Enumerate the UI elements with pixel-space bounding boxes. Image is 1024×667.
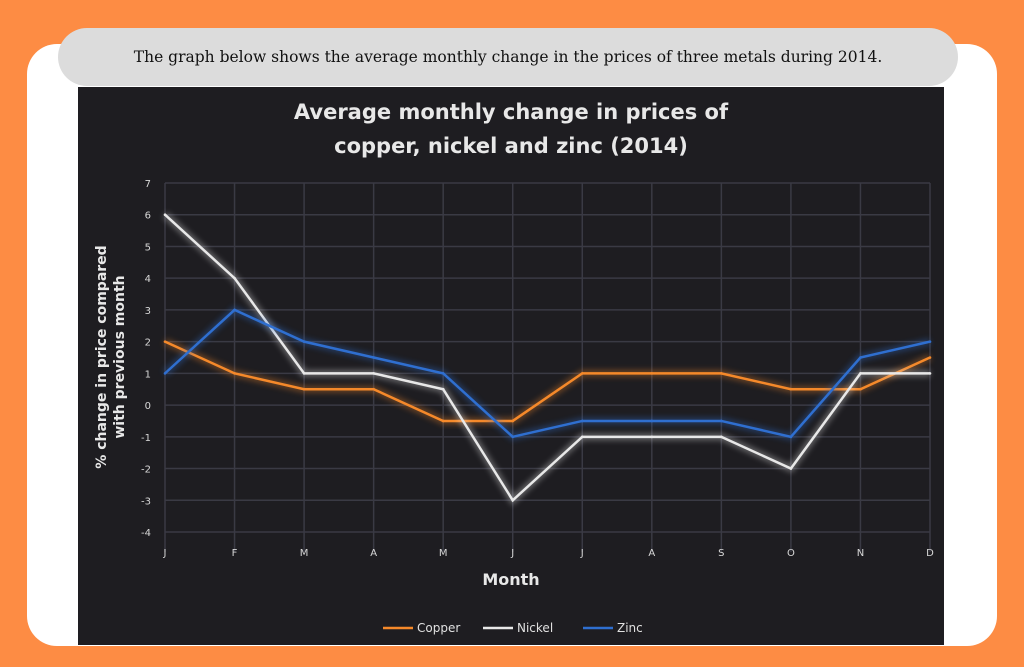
x-tick-label: J (510, 548, 514, 559)
x-tick-label: J (580, 548, 584, 559)
y-tick-label: 3 (145, 306, 151, 317)
x-axis-label: Month (482, 570, 539, 589)
copper-point (928, 356, 932, 359)
zinc-point (372, 356, 375, 359)
zinc-point (720, 419, 723, 423)
y-tick-label: 5 (145, 242, 151, 253)
copper-point (720, 372, 723, 375)
line-chart: Average monthly change in prices of copp… (94, 100, 934, 635)
x-tick-label: A (648, 548, 655, 559)
nickel-point (441, 387, 445, 391)
zinc-point (580, 419, 584, 423)
zinc-point (928, 340, 932, 343)
x-tick-label: J (163, 548, 167, 559)
copper-point (859, 387, 862, 391)
legend-label-zinc: Zinc (617, 621, 643, 635)
copper-point (650, 372, 654, 375)
nickel-point (511, 498, 515, 502)
y-tick-label: -3 (141, 496, 151, 507)
nickel-point (302, 372, 306, 375)
nickel-point (720, 435, 723, 439)
copper-point (441, 419, 445, 423)
y-axis-label-line-1: % change in price compared (94, 245, 110, 468)
zinc-point (789, 435, 793, 439)
nickel-point (163, 213, 167, 217)
nickel-point (859, 372, 862, 375)
x-tick-label: F (232, 548, 238, 559)
nickel-point (233, 276, 236, 280)
x-tick-label: A (370, 548, 377, 559)
copper-point (233, 372, 236, 375)
legend-label-nickel: Nickel (517, 621, 553, 635)
y-tick-label: -2 (141, 465, 151, 476)
caption: The graph below shows the average monthl… (58, 28, 958, 86)
x-tick-label: D (926, 548, 934, 559)
copper-point (302, 387, 306, 391)
chart-panel: Average monthly change in prices of copp… (78, 87, 944, 645)
chart-title-line-2: copper, nickel and zinc (2014) (334, 134, 688, 158)
y-tick-label: -4 (141, 528, 151, 539)
zinc-point (233, 308, 236, 312)
x-tick-label: M (300, 548, 309, 559)
y-tick-label: 4 (145, 274, 151, 285)
zinc-line (164, 308, 931, 439)
zinc-point (511, 435, 515, 439)
copper-point (789, 387, 793, 391)
zinc-point (441, 372, 445, 375)
x-tick-label: S (718, 548, 724, 559)
y-tick-label: 1 (145, 369, 151, 380)
copper-point (372, 387, 375, 391)
legend-label-copper: Copper (417, 621, 460, 635)
copper-point (580, 372, 584, 375)
x-tick-label: N (857, 548, 864, 559)
copper-point (511, 419, 515, 423)
copper-point (163, 340, 167, 343)
y-tick-label: 2 (145, 338, 151, 349)
nickel-point (372, 372, 375, 375)
x-tick-label: M (439, 548, 448, 559)
zinc-point (859, 356, 862, 359)
nickel-point (580, 435, 584, 439)
y-tick-label: 6 (145, 211, 151, 222)
y-tick-label: -1 (141, 433, 151, 444)
x-tick-label: O (787, 548, 795, 559)
zinc-point (650, 419, 654, 423)
y-axis-label-line-2: with previous month (112, 275, 128, 438)
chart-title-line-1: Average monthly change in prices of (294, 100, 729, 124)
nickel-point (928, 372, 932, 375)
copper-line (164, 340, 931, 423)
zinc-point (163, 372, 167, 375)
zinc-point (302, 340, 306, 343)
y-tick-label: 7 (145, 179, 151, 190)
y-tick-label: 0 (145, 401, 151, 412)
nickel-point (650, 435, 654, 439)
nickel-point (789, 467, 793, 470)
nickel-glow (162, 212, 930, 506)
nickel-line (164, 213, 930, 503)
